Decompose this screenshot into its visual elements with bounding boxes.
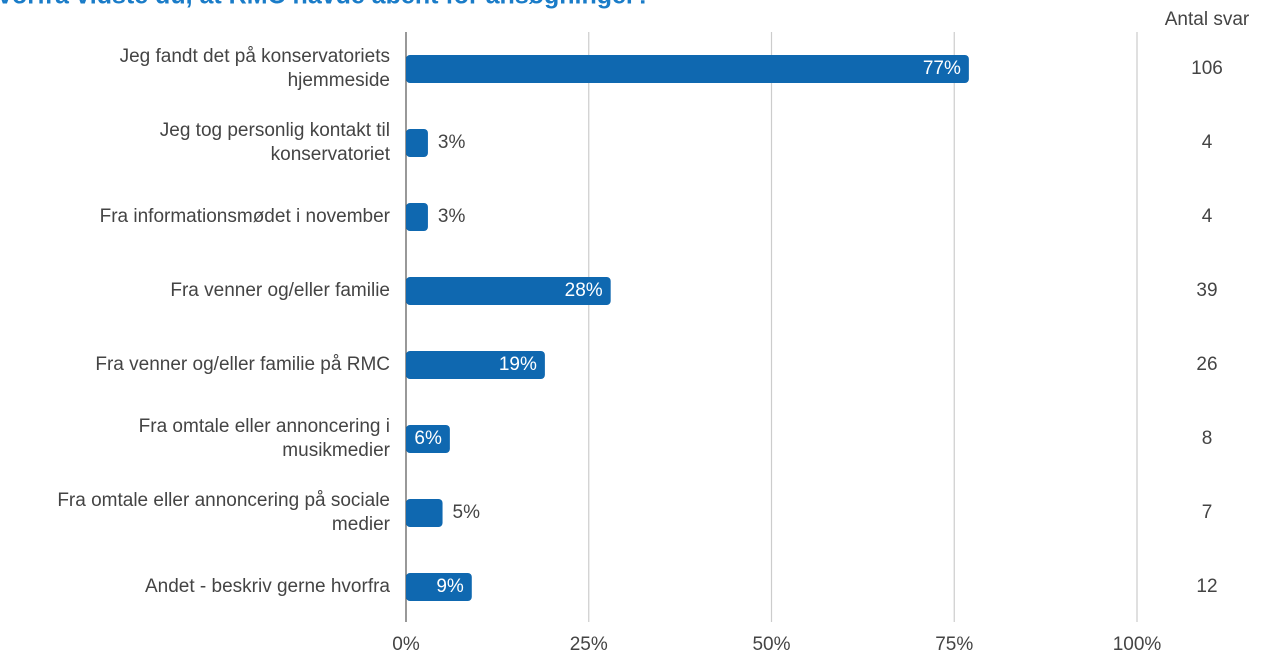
category-label: Jeg fandt det på konservatoriets — [120, 46, 390, 67]
bar — [406, 203, 428, 231]
bar — [406, 425, 450, 453]
count-label: 7 — [1202, 502, 1213, 523]
category-label: Fra omtale eller annoncering på sociale — [57, 490, 390, 511]
count-label: 12 — [1196, 576, 1217, 597]
category-label: musikmedier — [282, 440, 390, 461]
value-label: 77% — [923, 58, 961, 79]
bar — [406, 573, 472, 601]
bar — [406, 129, 428, 157]
category-label: medier — [332, 514, 391, 535]
x-tick-label: 100% — [1113, 634, 1162, 655]
x-tick-label: 75% — [935, 634, 973, 655]
value-label: 9% — [436, 576, 464, 597]
bar — [406, 351, 545, 379]
category-label: Jeg tog personlig kontakt til — [160, 120, 390, 141]
category-label: konservatoriet — [271, 144, 391, 165]
category-label: Andet - beskriv gerne hvorfra — [145, 576, 390, 597]
value-label: 3% — [438, 132, 466, 153]
count-header: Antal svar — [1165, 9, 1250, 30]
category-label: hjemmeside — [288, 70, 390, 91]
count-label: 26 — [1196, 354, 1217, 375]
value-label: 6% — [414, 428, 442, 449]
category-label: Fra venner og/eller familie — [170, 280, 390, 301]
count-label: 4 — [1202, 132, 1213, 153]
category-label: Fra informationsmødet i november — [100, 206, 391, 227]
count-label: 4 — [1202, 206, 1213, 227]
x-tick-label: 25% — [570, 634, 608, 655]
chart-title: Hvorfra vidste du, at RMC havde åbent fo… — [0, 0, 651, 10]
bar — [406, 55, 969, 83]
value-label: 19% — [499, 354, 537, 375]
category-label: Fra venner og/eller familie på RMC — [95, 354, 390, 375]
bar — [406, 277, 611, 305]
count-label: 8 — [1202, 428, 1213, 449]
category-label: Fra omtale eller annoncering i — [139, 416, 390, 437]
value-label: 28% — [565, 280, 603, 301]
x-tick-label: 0% — [392, 634, 420, 655]
count-label: 39 — [1196, 280, 1217, 301]
bar — [406, 499, 443, 527]
x-tick-label: 50% — [752, 634, 790, 655]
count-label: 106 — [1191, 58, 1223, 79]
value-label: 3% — [438, 206, 466, 227]
value-label: 5% — [453, 502, 481, 523]
